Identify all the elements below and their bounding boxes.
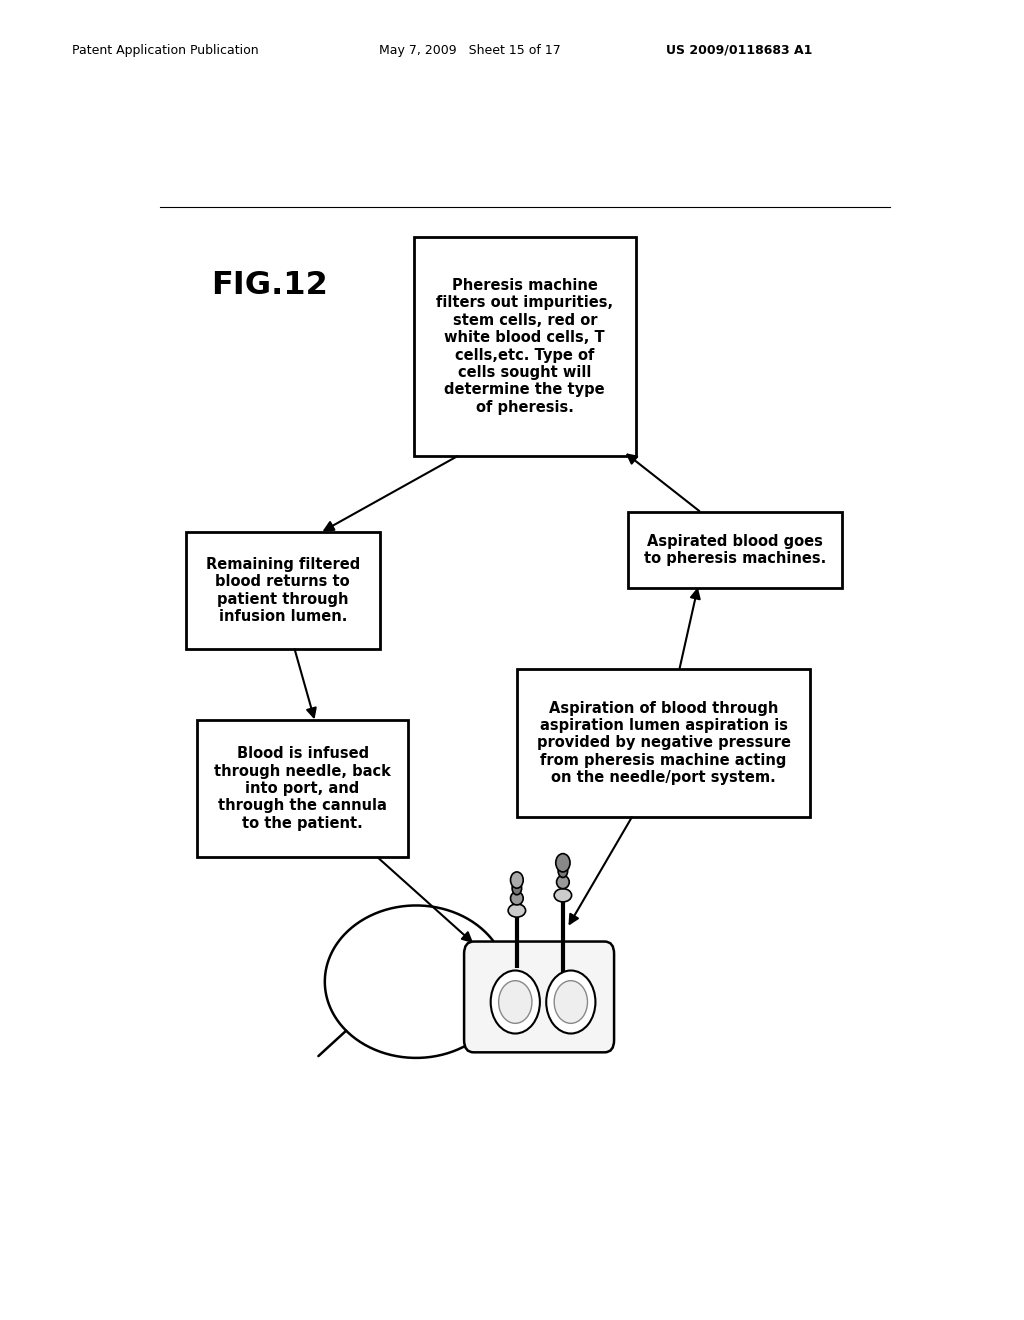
- Text: Remaining filtered
blood returns to
patient through
infusion lumen.: Remaining filtered blood returns to pati…: [206, 557, 359, 624]
- Text: Blood is infused
through needle, back
into port, and
through the cannula
to the : Blood is infused through needle, back in…: [214, 746, 391, 830]
- FancyBboxPatch shape: [628, 512, 842, 587]
- Ellipse shape: [512, 882, 521, 895]
- Ellipse shape: [554, 981, 588, 1023]
- Text: Aspirated blood goes
to pheresis machines.: Aspirated blood goes to pheresis machine…: [644, 533, 826, 566]
- FancyBboxPatch shape: [185, 532, 380, 649]
- Text: Pheresis machine
filters out impurities,
stem cells, red or
white blood cells, T: Pheresis machine filters out impurities,…: [436, 279, 613, 414]
- Ellipse shape: [556, 854, 570, 873]
- Ellipse shape: [511, 892, 523, 906]
- FancyBboxPatch shape: [414, 238, 636, 455]
- FancyBboxPatch shape: [517, 669, 811, 817]
- Ellipse shape: [546, 970, 595, 1034]
- Text: May 7, 2009   Sheet 15 of 17: May 7, 2009 Sheet 15 of 17: [379, 44, 560, 57]
- Ellipse shape: [508, 904, 525, 917]
- FancyBboxPatch shape: [198, 719, 408, 857]
- Text: US 2009/0118683 A1: US 2009/0118683 A1: [666, 44, 812, 57]
- Text: Aspiration of blood through
aspiration lumen aspiration is
provided by negative : Aspiration of blood through aspiration l…: [537, 701, 791, 785]
- Ellipse shape: [511, 873, 523, 888]
- Ellipse shape: [499, 981, 531, 1023]
- Ellipse shape: [554, 888, 571, 902]
- Text: Patent Application Publication: Patent Application Publication: [72, 44, 258, 57]
- FancyBboxPatch shape: [464, 941, 614, 1052]
- Ellipse shape: [490, 970, 540, 1034]
- Ellipse shape: [557, 875, 569, 888]
- Ellipse shape: [558, 865, 567, 878]
- Text: FIG.12: FIG.12: [211, 271, 329, 301]
